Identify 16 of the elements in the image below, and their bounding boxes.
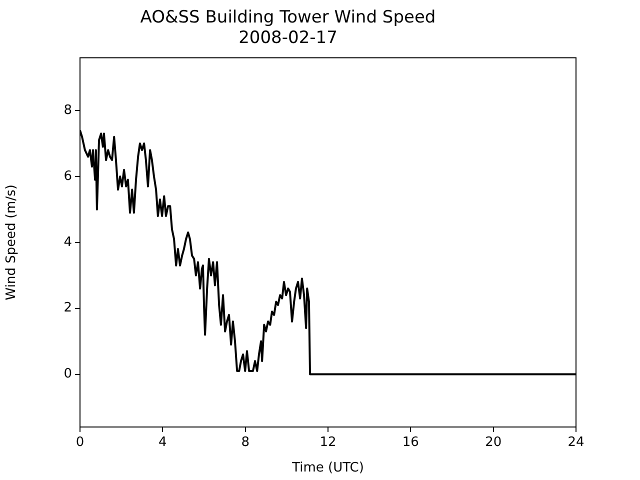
x-tick-label: 0 [76, 435, 84, 450]
x-tick-label: 20 [485, 435, 502, 450]
y-axis-title: Wind Speed (m/s) [4, 184, 20, 300]
x-tick-label: 4 [158, 435, 167, 450]
y-tick-label: 4 [64, 234, 72, 250]
chart-subtitle: 2008-02-17 [238, 28, 338, 48]
y-tick-label: 2 [64, 300, 72, 316]
x-tick-label: 24 [568, 435, 584, 450]
x-tick-label: 16 [402, 435, 419, 450]
x-tick-label: 12 [320, 435, 336, 450]
y-tick-label: 6 [64, 168, 72, 184]
y-tick-label: 0 [64, 366, 72, 382]
y-tick-label: 8 [64, 102, 72, 118]
x-tick-label: 8 [241, 435, 250, 450]
x-axis-title: Time (UTC) [291, 460, 364, 476]
chart-title: AO&SS Building Tower Wind Speed [140, 8, 436, 28]
